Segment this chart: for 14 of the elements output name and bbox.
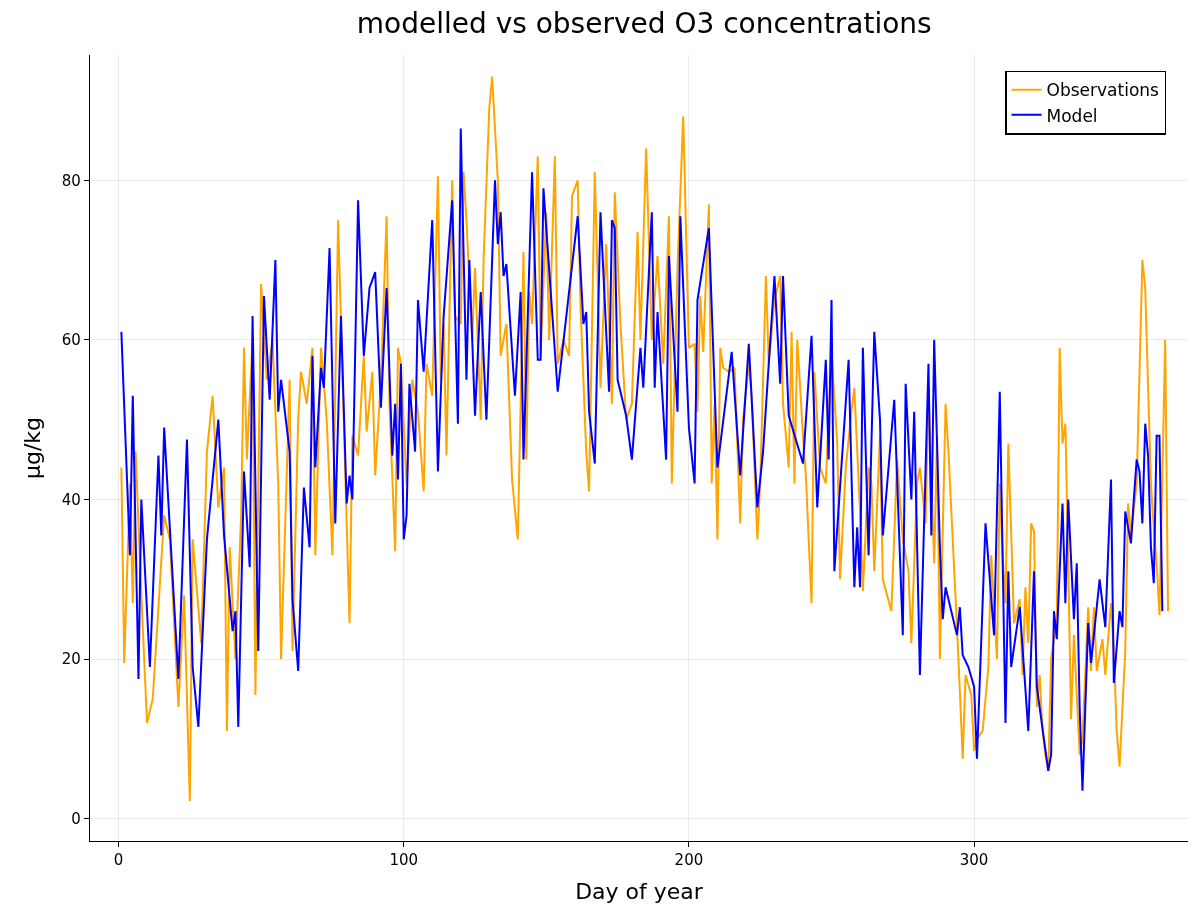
- y-tick-label: 20: [61, 650, 81, 669]
- x-tick-label: 100: [389, 851, 419, 870]
- x-tick-label: 300: [959, 851, 989, 870]
- legend-label: Model: [1046, 105, 1098, 126]
- legend-label: Observations: [1046, 80, 1160, 101]
- y-tick-label: 80: [61, 171, 81, 190]
- x-tick-label: 0: [113, 851, 124, 870]
- y-tick-label: 60: [61, 331, 81, 350]
- y-axis-title: μg/kg: [19, 416, 45, 480]
- y-tick-label: 0: [71, 809, 81, 828]
- x-tick-label: 200: [674, 851, 704, 870]
- chart-title: modelled vs observed O3 concentrations: [356, 7, 932, 41]
- x-axis-title: Day of year: [575, 879, 704, 904]
- y-tick-label: 40: [61, 490, 81, 509]
